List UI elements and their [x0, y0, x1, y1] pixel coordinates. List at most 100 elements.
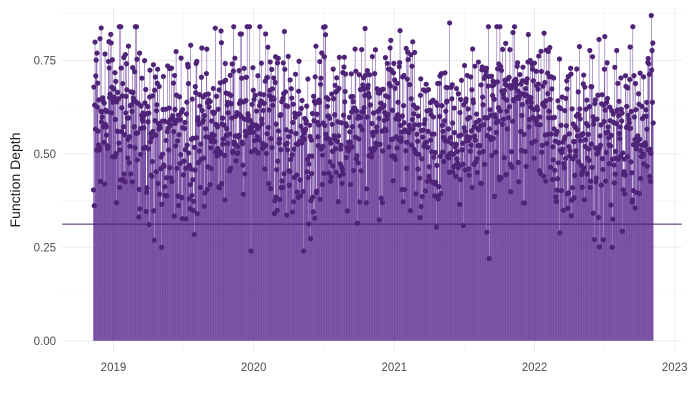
data-point	[385, 94, 391, 100]
data-point	[431, 131, 437, 137]
data-point	[403, 148, 409, 154]
data-point	[246, 24, 253, 30]
data-point	[445, 126, 452, 132]
data-point	[582, 84, 588, 90]
data-point	[322, 122, 328, 129]
data-point	[160, 73, 167, 80]
data-point	[312, 74, 318, 80]
data-point	[309, 110, 316, 117]
y-tick-label: 0.50	[34, 149, 56, 161]
data-point	[136, 50, 143, 56]
data-point	[390, 70, 397, 76]
data-point	[410, 39, 416, 45]
data-point	[119, 105, 125, 111]
data-point	[504, 126, 510, 132]
data-point	[441, 158, 447, 165]
data-point	[112, 70, 118, 76]
data-point	[122, 132, 128, 138]
data-point	[251, 138, 258, 144]
data-point	[480, 94, 486, 100]
data-point	[234, 144, 241, 150]
data-point	[313, 43, 319, 49]
data-point	[111, 86, 117, 92]
data-point	[412, 122, 418, 128]
data-point	[353, 68, 359, 74]
data-point	[125, 155, 131, 161]
data-point	[185, 64, 191, 70]
data-point	[354, 220, 361, 226]
data-point	[183, 165, 189, 171]
data-point	[388, 37, 394, 43]
data-point	[379, 200, 385, 206]
data-point	[161, 163, 167, 169]
data-point	[423, 139, 430, 145]
data-point	[574, 127, 580, 133]
data-point	[164, 193, 170, 199]
data-point	[407, 81, 413, 88]
data-point	[603, 149, 609, 155]
data-point	[339, 180, 345, 187]
data-point	[458, 77, 465, 83]
data-point	[197, 103, 203, 109]
data-point	[591, 236, 598, 243]
data-point	[177, 160, 183, 167]
data-point	[219, 181, 225, 187]
data-point	[271, 96, 277, 102]
data-point	[391, 60, 397, 66]
data-point	[199, 107, 205, 114]
data-point	[416, 122, 422, 128]
data-point	[225, 140, 231, 146]
data-point	[476, 117, 482, 124]
data-point	[405, 56, 411, 63]
data-point	[535, 81, 541, 87]
data-point	[647, 178, 654, 185]
data-point	[637, 136, 643, 142]
data-point	[500, 46, 506, 53]
data-point	[396, 64, 402, 70]
data-point	[258, 60, 264, 66]
data-point	[517, 71, 523, 78]
data-point	[488, 73, 495, 79]
data-point	[617, 124, 623, 130]
data-point	[579, 184, 585, 190]
data-point	[587, 178, 594, 184]
data-point	[538, 48, 544, 54]
data-point	[317, 196, 323, 202]
data-point	[101, 139, 107, 145]
data-point	[361, 105, 367, 111]
data-point	[135, 130, 141, 136]
data-point	[322, 24, 328, 30]
data-point	[113, 78, 119, 85]
data-point	[417, 92, 424, 98]
data-point	[604, 95, 611, 102]
data-point	[245, 113, 251, 119]
data-point	[465, 106, 471, 112]
data-point	[304, 169, 310, 175]
data-point	[150, 128, 156, 134]
data-point	[362, 72, 369, 78]
data-point	[545, 48, 551, 55]
data-point	[565, 205, 571, 211]
data-point	[426, 164, 432, 170]
data-point	[634, 141, 640, 147]
data-point	[418, 203, 424, 210]
data-point	[359, 46, 365, 53]
data-point	[236, 132, 242, 138]
data-point	[485, 83, 491, 89]
data-point	[519, 102, 525, 108]
data-point	[287, 168, 293, 174]
data-point	[589, 84, 595, 90]
data-point	[175, 138, 181, 144]
data-point	[476, 127, 482, 133]
data-point	[118, 24, 124, 30]
data-point	[550, 144, 556, 150]
data-point	[509, 164, 515, 171]
data-point	[439, 122, 445, 129]
data-point	[285, 53, 291, 59]
data-point	[558, 187, 564, 194]
data-point	[549, 176, 556, 183]
data-point	[283, 127, 289, 133]
data-point	[187, 181, 193, 188]
data-point	[533, 68, 539, 74]
data-point	[201, 155, 207, 161]
